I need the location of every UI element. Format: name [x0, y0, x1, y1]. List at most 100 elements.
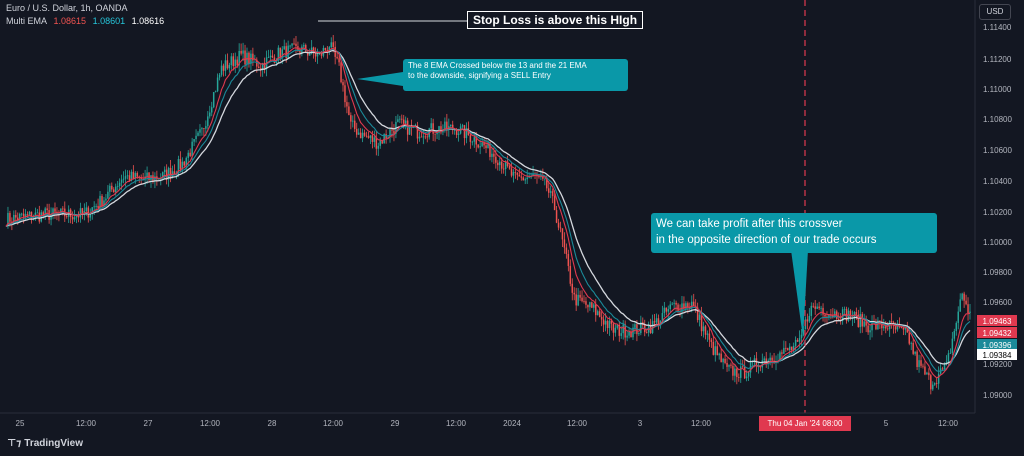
candle-body [624, 324, 626, 338]
currency-button[interactable]: USD [979, 4, 1011, 20]
candle-body [600, 316, 603, 320]
candle-body [528, 177, 530, 179]
candle-body [122, 178, 125, 180]
ema21-value: 1.08616 [131, 16, 165, 26]
candle-body [651, 321, 654, 334]
candle-body [904, 327, 907, 330]
price-label-box [977, 349, 1017, 360]
candle-body [806, 319, 809, 322]
candle-body [753, 358, 756, 361]
candle-body [93, 206, 95, 208]
candle-body [177, 159, 180, 174]
candle-body [820, 307, 822, 309]
candle-body [453, 129, 456, 131]
candle-body [602, 319, 605, 325]
candle-body [314, 52, 317, 57]
candle-body [618, 325, 621, 336]
candle-body [277, 47, 280, 61]
candle-body [334, 46, 336, 57]
ema21-line [5, 49, 971, 365]
candle-body [761, 360, 764, 368]
candle-body [677, 304, 679, 312]
candle-body [483, 142, 485, 146]
candle-body [399, 118, 401, 120]
candle-body [271, 55, 274, 58]
candle-body [457, 133, 460, 135]
candle-body [487, 142, 489, 149]
candle-body [824, 314, 826, 317]
time-tick-label: 12:00 [446, 419, 467, 428]
candle-body [967, 304, 969, 314]
candle-body [173, 171, 176, 174]
candle-body [610, 320, 613, 324]
tradingview-logo[interactable]: ⊤⁊ TradingView [7, 438, 83, 449]
candle-body [698, 314, 701, 320]
ema8-value: 1.08615 [53, 16, 87, 26]
candle-body [187, 152, 189, 158]
candle-body [616, 325, 619, 328]
candle-body [340, 62, 342, 83]
candle-body [56, 211, 58, 213]
candle-body [965, 300, 967, 305]
candle-body [728, 364, 730, 367]
candle-body [101, 195, 103, 207]
price-axis: 1.11400 1.11200 1.11000 1.10800 1.10600 1.104… [983, 23, 1012, 400]
candle-body [79, 208, 82, 218]
candle-body [575, 294, 577, 306]
candle-body [169, 167, 172, 178]
candle-body [906, 327, 909, 333]
candle-body [491, 153, 493, 157]
candle-body [546, 178, 548, 189]
candle-body [538, 176, 540, 178]
candle-body [422, 136, 425, 138]
candle-body [763, 358, 766, 361]
candle-body [62, 208, 64, 210]
candle-body [232, 56, 235, 67]
candle-body [403, 119, 405, 124]
candle-body [401, 118, 403, 120]
candle-body [408, 124, 411, 135]
candle-body [504, 161, 507, 169]
candle-body [614, 327, 617, 333]
candle-body [949, 352, 952, 354]
candle-body [346, 102, 348, 107]
candle-body [812, 305, 814, 307]
candle-body [589, 302, 591, 308]
candle-body [885, 326, 887, 329]
candle-body [308, 53, 311, 56]
candle-body [608, 320, 611, 329]
candle-body [532, 173, 534, 176]
candle-body [148, 172, 150, 181]
candle-body [220, 65, 223, 75]
candle-body [908, 332, 911, 344]
candle-body [702, 326, 705, 332]
candle-body [857, 314, 860, 328]
candle-body [465, 128, 468, 139]
candle-body [113, 189, 115, 193]
candle-body [945, 361, 948, 364]
candle-body [506, 161, 509, 166]
indicator-legend[interactable]: Multi EMA 1.08615 1.08601 1.08616 [6, 16, 168, 26]
candle-body [434, 133, 436, 135]
candle-body [926, 372, 928, 375]
candle-body [559, 227, 562, 229]
candle-body [544, 178, 546, 180]
candle-body [222, 65, 225, 71]
candle-body [579, 294, 581, 298]
price-tick-label: 1.10600 [983, 146, 1012, 155]
candle-body [542, 176, 544, 179]
time-tick-label: 12:00 [200, 419, 221, 428]
candle-body [426, 136, 429, 138]
candle-body [781, 352, 783, 354]
candle-body [18, 213, 21, 221]
candle-body [667, 309, 670, 312]
candle-body [922, 365, 924, 367]
candle-body [469, 135, 472, 142]
candle-body [794, 339, 797, 346]
candle-body [281, 49, 284, 58]
candle-body [214, 91, 217, 93]
time-tick-label: 12:00 [567, 419, 588, 428]
time-tick-label: 29 [391, 419, 400, 428]
candle-body [240, 50, 242, 54]
candle-body [516, 172, 519, 175]
